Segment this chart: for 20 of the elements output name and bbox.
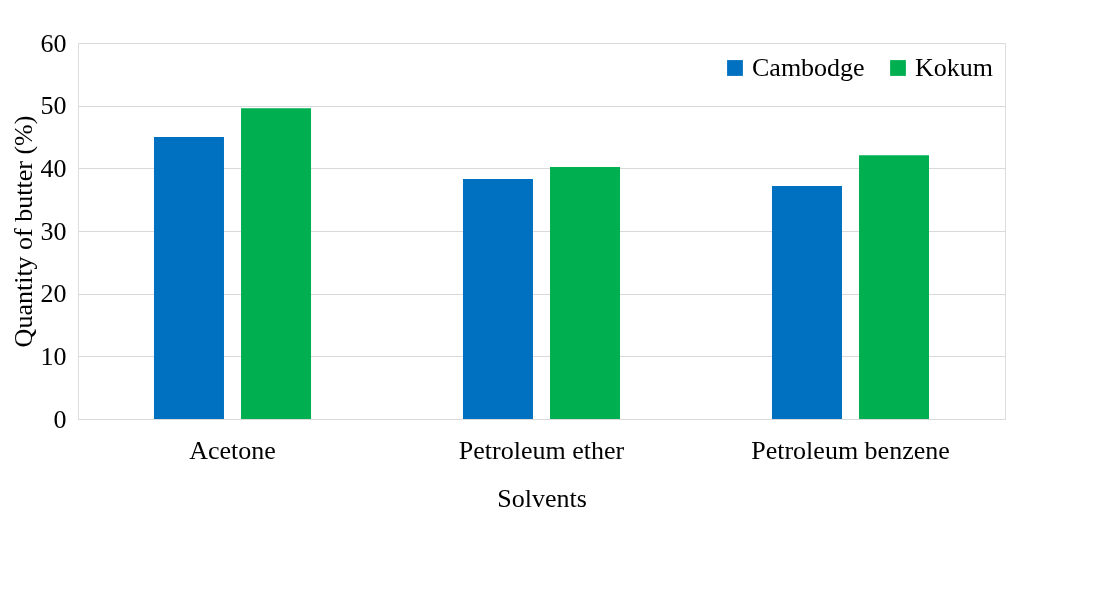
bar <box>771 185 842 419</box>
y-tick-label: 40 <box>40 153 67 183</box>
y-axis-title: Quantity of butter (%) <box>8 115 38 348</box>
bar <box>550 167 621 419</box>
bar <box>462 178 533 419</box>
bar <box>859 155 930 419</box>
x-tick-label: Petroleum benzene <box>751 435 950 465</box>
y-tick-label: 50 <box>40 91 67 121</box>
y-tick-label: 10 <box>40 341 67 371</box>
legend-label: Cambodge <box>752 53 865 82</box>
bar <box>241 108 312 419</box>
x-tick-label: Acetone <box>189 435 276 465</box>
y-tick-label: 30 <box>40 216 67 246</box>
y-tick-label: 60 <box>40 28 67 58</box>
y-tick-label: 0 <box>53 404 67 434</box>
legend-label: Kokum <box>915 53 993 82</box>
bar <box>153 137 224 419</box>
y-tick-label: 20 <box>40 279 67 309</box>
x-axis-title: Solvents <box>497 483 587 513</box>
x-tick-label: Petroleum ether <box>458 435 625 465</box>
